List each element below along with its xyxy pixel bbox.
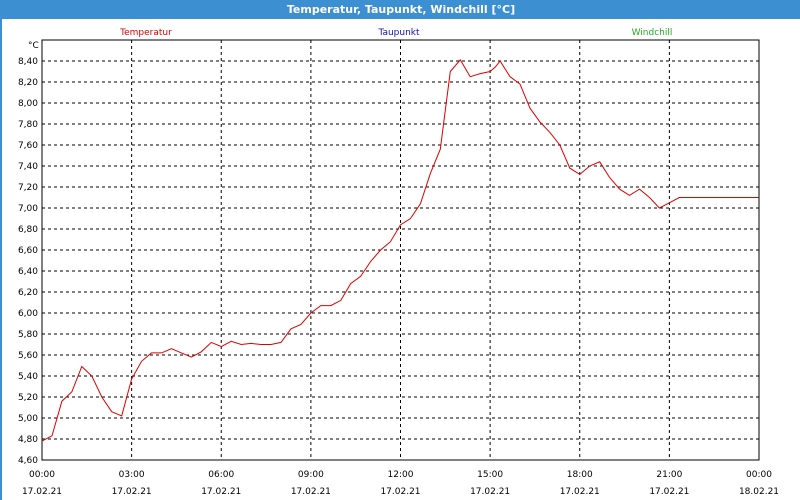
plot-area — [41, 39, 760, 461]
series-group — [41, 59, 759, 442]
legend-entry: Windchill — [632, 28, 673, 38]
x-tick-time: 06:00 — [208, 470, 234, 480]
x-tick-time: 21:00 — [656, 470, 682, 480]
legend-entry: Taupunkt — [377, 28, 420, 38]
x-tick-date: 17.02.21 — [22, 487, 62, 497]
y-tick-label: 5,80 — [18, 330, 38, 340]
x-tick-time: 00:00 — [746, 470, 772, 480]
y-tick-label: 8,40 — [18, 57, 38, 67]
series-line-temperatur — [41, 59, 759, 442]
y-tick-label: 5,60 — [18, 351, 38, 361]
legend-entry: Temperatur — [119, 28, 172, 38]
x-tick-date: 17.02.21 — [649, 487, 689, 497]
y-tick-label: 6,60 — [18, 246, 38, 256]
y-axis-label: °C — [28, 41, 39, 51]
x-tick-time: 12:00 — [388, 470, 414, 480]
grid — [42, 40, 759, 460]
y-tick-label: 4,60 — [18, 456, 38, 466]
x-axis: 00:00 17.02.21 03:00 17.02.21 06:00 17.02.21 0… — [22, 470, 779, 497]
y-tick-label: 6,40 — [18, 267, 38, 277]
x-tick-time: 00:00 — [29, 470, 55, 480]
x-tick-time: 03:00 — [119, 470, 145, 480]
y-tick-label: 5,40 — [18, 372, 38, 382]
y-tick-label: 6,80 — [18, 225, 38, 235]
y-tick-label: 8,00 — [18, 99, 38, 109]
y-tick-label: 6,20 — [18, 288, 38, 298]
chart-title: Temperatur, Taupunkt, Windchill [°C] — [1, 1, 800, 19]
x-tick-date: 17.02.21 — [291, 487, 331, 497]
x-tick-date: 17.02.21 — [560, 487, 600, 497]
x-tick-time: 09:00 — [298, 470, 324, 480]
legend: Temperatur Taupunkt Windchill — [119, 28, 672, 38]
y-tick-label: 7,60 — [18, 141, 38, 151]
y-tick-label: 6,00 — [18, 309, 38, 319]
x-tick-date: 17.02.21 — [380, 487, 420, 497]
y-tick-label: 7,20 — [18, 183, 38, 193]
x-tick-time: 18:00 — [567, 470, 593, 480]
y-axis: 4,60 4,80 5,00 5,20 5,40 5,60 5,80 6,00 6,20 6,40… — [18, 57, 38, 466]
y-tick-label: 7,40 — [18, 162, 38, 172]
y-tick-label: 7,80 — [18, 120, 38, 130]
x-tick-date: 17.02.21 — [470, 487, 510, 497]
y-tick-label: 8,20 — [18, 78, 38, 88]
y-tick-label: 5,00 — [18, 414, 38, 424]
y-tick-label: 4,80 — [18, 435, 38, 445]
temperature-chart: 4,60 4,80 5,00 5,20 5,40 5,60 5,80 6,00 6,20 6,40… — [18, 28, 779, 497]
y-tick-label: 7,00 — [18, 204, 38, 214]
x-tick-date: 18.02.21 — [739, 487, 779, 497]
x-tick-date: 17.02.21 — [112, 487, 152, 497]
x-tick-time: 15:00 — [477, 470, 503, 480]
y-tick-label: 5,20 — [18, 393, 38, 403]
plot-panel: 4,60 4,80 5,00 5,20 5,40 5,60 5,80 6,00 6,20 6,40… — [2, 19, 800, 500]
x-tick-date: 17.02.21 — [201, 487, 241, 497]
